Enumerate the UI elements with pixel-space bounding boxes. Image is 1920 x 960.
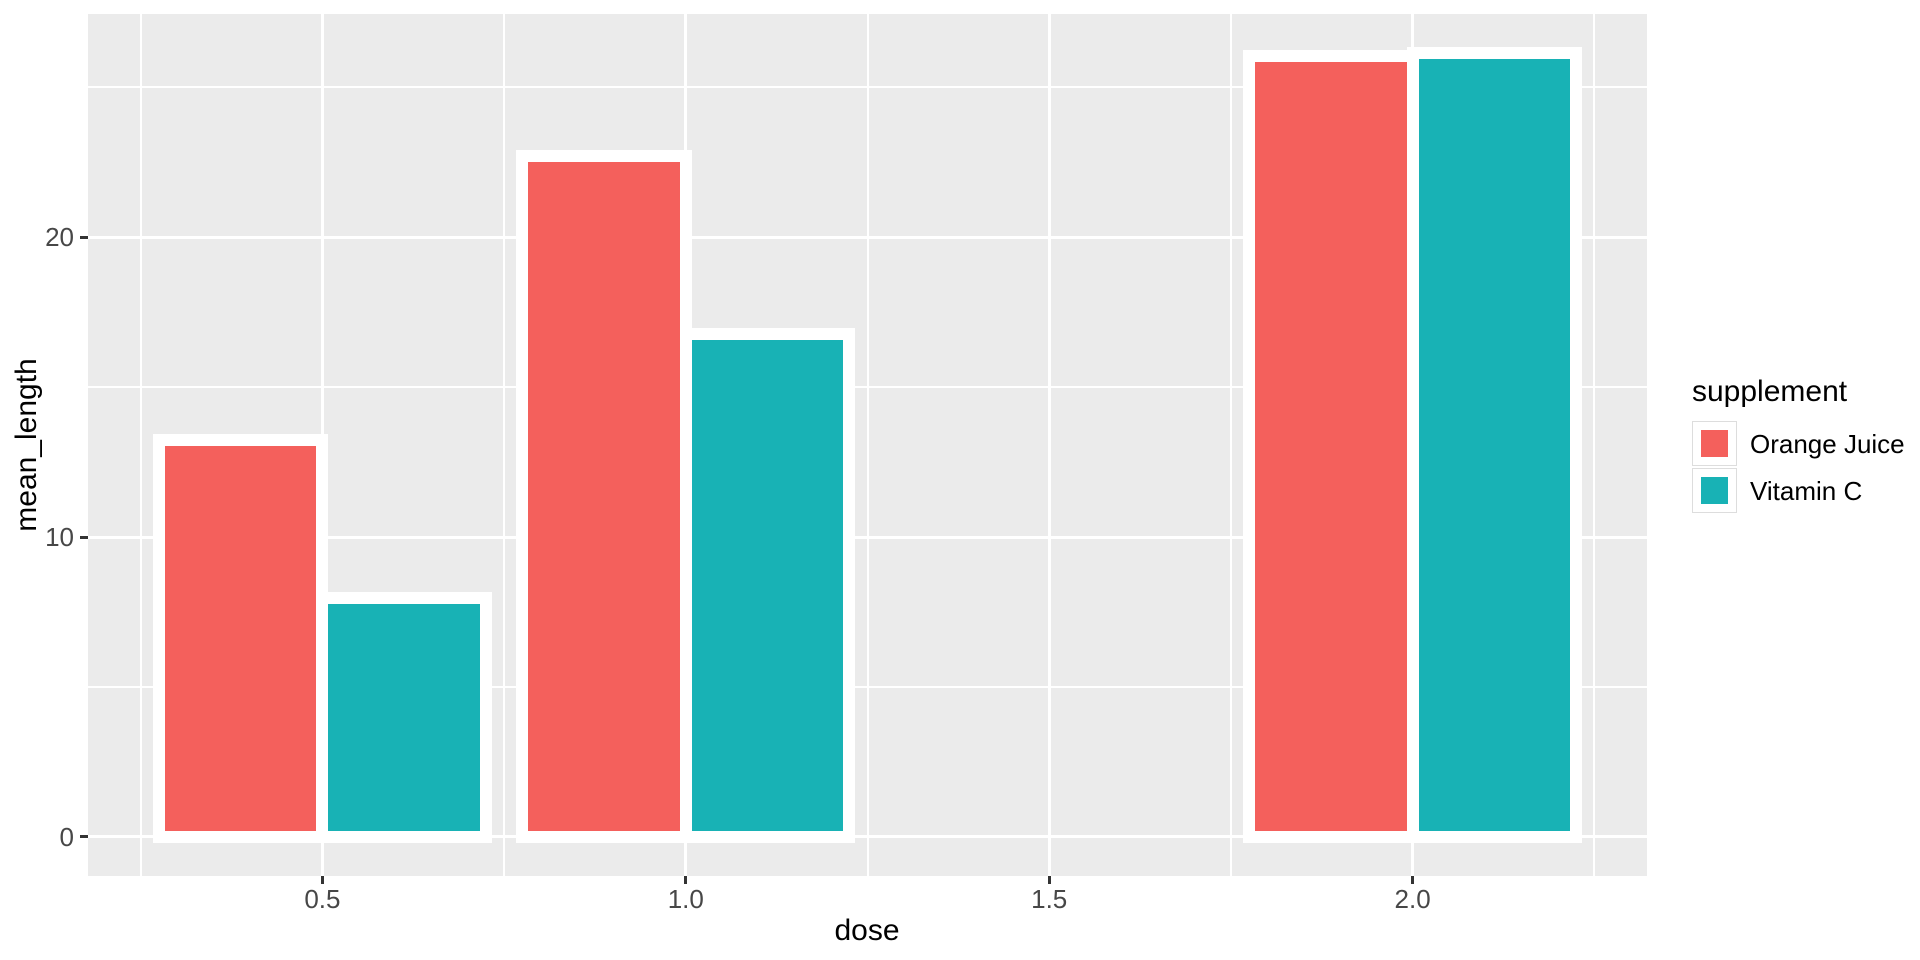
bar-orange-juice-dose-1 — [516, 150, 692, 843]
plot-panel — [88, 14, 1647, 876]
gridline-minor-vertical — [139, 14, 142, 876]
bar-vitamin-c-dose-2 — [1406, 47, 1583, 843]
x-axis-tick-label: 1.0 — [667, 884, 704, 914]
legend-title: supplement — [1692, 375, 1848, 408]
legend-item-orange-juice: Orange Juice — [1692, 421, 1905, 466]
legend-item-label: Orange Juice — [1750, 428, 1905, 459]
x-axis-tick — [320, 876, 324, 884]
bar-vitamin-c-dose-1 — [679, 328, 856, 843]
gridline-major-vertical — [1047, 14, 1051, 876]
x-axis-tick-label: 0.5 — [304, 884, 341, 914]
bar-orange-juice-dose-2 — [1243, 49, 1419, 843]
gridline-minor-vertical — [1229, 14, 1232, 876]
y-axis-tick — [80, 835, 88, 839]
x-axis-title: dose — [834, 914, 900, 947]
legend-color-swatch-icon — [1701, 430, 1728, 457]
x-axis-tick-label: 1.5 — [1031, 884, 1068, 914]
y-axis-tick-label: 10 — [45, 522, 74, 552]
gridline-minor-vertical — [866, 14, 869, 876]
legend-item-label: Vitamin C — [1750, 475, 1863, 506]
legend-key — [1692, 468, 1737, 513]
legend-color-swatch-icon — [1701, 477, 1728, 504]
y-axis-tick — [80, 235, 88, 239]
bar-vitamin-c-dose-0.5 — [316, 591, 492, 843]
gridline-major-horizontal — [88, 535, 1647, 539]
gridline-major-vertical — [320, 14, 324, 876]
bar-orange-juice-dose-0.5 — [152, 434, 329, 843]
y-axis-title: mean_length — [10, 358, 43, 532]
gridline-minor-vertical — [1593, 14, 1596, 876]
y-axis-tick — [80, 535, 88, 539]
y-axis-tick-label: 20 — [45, 222, 74, 253]
legend-item-vitamin-c: Vitamin C — [1692, 468, 1905, 513]
legend-key — [1692, 421, 1737, 466]
gridline-minor-vertical — [503, 14, 506, 876]
x-axis-tick — [684, 876, 688, 884]
gridline-major-horizontal — [88, 235, 1647, 239]
x-axis-tick-label: 2.0 — [1394, 884, 1431, 914]
x-axis-tick — [1047, 876, 1051, 884]
legend-items: Orange Juice Vitamin C — [1692, 421, 1905, 513]
gridline-major-horizontal — [88, 835, 1647, 839]
y-axis-tick-label: 0 — [59, 821, 74, 852]
x-axis-tick — [1411, 876, 1415, 884]
legend: supplement Orange Juice Vitamin C — [1692, 377, 1905, 515]
